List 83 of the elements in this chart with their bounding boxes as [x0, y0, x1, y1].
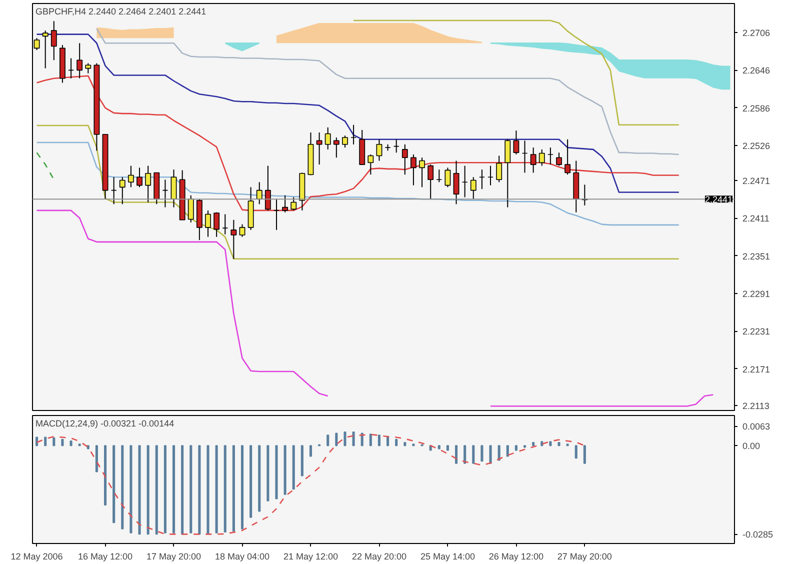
y-tick-label: 2.2526: [742, 141, 770, 152]
x-tick-label: 26 May 12:00: [488, 552, 544, 562]
x-tick-label: 22 May 20:00: [352, 552, 406, 562]
chart-title: MACD(12,24,9) -0.00321 -0.00144: [36, 418, 174, 428]
candlestick: [530, 147, 536, 174]
x-tick-label: 16 May 12:00: [78, 552, 133, 562]
candlestick: [342, 135, 348, 148]
candlestick: [290, 196, 297, 211]
candlestick: [350, 124, 357, 145]
candlestick: [333, 136, 340, 158]
candlestick: [145, 165, 152, 203]
y-tick-label: 2.2646: [742, 66, 770, 76]
candlestick: [256, 182, 262, 205]
candlestick: [170, 169, 177, 208]
candlestick: [136, 167, 142, 188]
candlestick: [222, 214, 228, 235]
x-tick-label: 27 May 20:00: [557, 552, 612, 562]
y-tick-label: 2.2231: [742, 326, 770, 337]
candlestick: [393, 138, 400, 154]
candlestick: [119, 176, 126, 205]
line-series: [36, 75, 680, 212]
candlestick: [488, 165, 494, 186]
y-tick-label: 2.2113: [742, 400, 770, 411]
y-tick-label: 2.2586: [742, 103, 770, 114]
x-tick-label: 17 May 20:00: [146, 552, 202, 562]
candlestick: [162, 179, 168, 208]
candlestick: [76, 42, 83, 79]
candlestick: [68, 58, 74, 79]
candlestick: [513, 130, 520, 155]
candlestick: [453, 160, 460, 205]
candlestick: [205, 210, 211, 238]
candlestick: [444, 167, 451, 188]
candlestick: [496, 155, 502, 183]
y-tick-label: 2.2411: [742, 214, 770, 224]
y-tick-label: 0.00: [742, 441, 760, 452]
candlestick: [50, 20, 57, 61]
x-tick-label: 18 May 04:00: [214, 552, 270, 562]
candlestick: [368, 154, 374, 176]
line-series: [36, 142, 680, 226]
candlestick: [264, 165, 271, 211]
candlestick: [470, 176, 476, 200]
candlestick: [436, 169, 442, 183]
y-tick-label: 2.2171: [742, 364, 770, 374]
x-tick-label: 21 May 12:00: [283, 552, 338, 562]
candlestick: [556, 152, 562, 166]
y-tick-label: -0.0285: [742, 530, 774, 540]
ref-line-label: 2.2441: [704, 194, 733, 205]
chart-title: GBPCHF,H4 2.2440 2.2464 2.2401 2.2441: [36, 6, 206, 16]
candlestick: [316, 132, 322, 166]
candlestick: [522, 140, 528, 174]
candlestick: [478, 169, 485, 190]
candlestick: [85, 62, 92, 74]
candlestick: [410, 154, 416, 186]
line-series: [36, 434, 586, 535]
line-series: [36, 124, 680, 260]
x-tick-label: 12 May 2006: [10, 552, 63, 562]
candlestick: [274, 198, 280, 230]
y-tick-label: 2.2471: [742, 176, 770, 186]
candlestick: [402, 144, 408, 176]
candlestick: [428, 164, 434, 200]
y-tick-label: 2.2351: [742, 251, 770, 262]
line-series: [352, 20, 680, 126]
candlestick: [110, 176, 117, 205]
candlestick: [547, 147, 554, 166]
candlestick: [419, 157, 425, 188]
candlestick: [564, 138, 571, 176]
candlestick: [239, 224, 246, 238]
y-tick-label: 2.2706: [742, 28, 770, 38]
candlestick: [538, 148, 545, 166]
candlestick: [376, 138, 382, 162]
candlestick: [42, 30, 48, 69]
candlestick: [462, 165, 468, 198]
x-tick-label: 25 May 14:00: [420, 552, 475, 562]
y-tick-label: 2.2291: [742, 288, 770, 299]
candlestick: [230, 219, 237, 260]
candlestick: [324, 126, 331, 150]
candlestick: [282, 194, 288, 213]
candlestick: [128, 165, 134, 188]
candlestick: [214, 212, 220, 238]
y-tick-label: 0.0063: [742, 422, 770, 432]
candlestick: [504, 138, 511, 208]
line-series: [96, 28, 680, 156]
candlestick: [188, 194, 194, 223]
